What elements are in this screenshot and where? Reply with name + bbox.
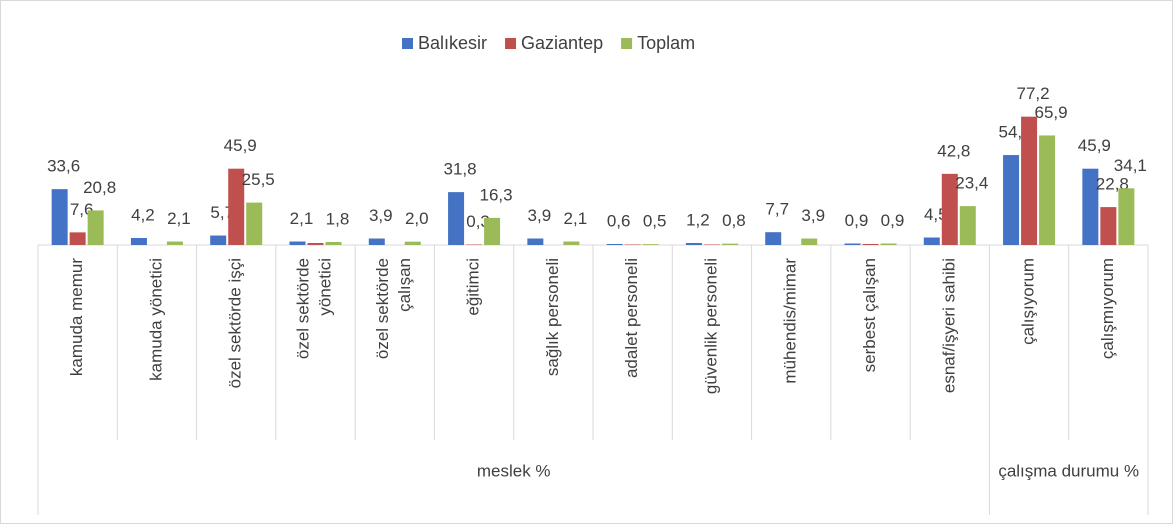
bar — [685, 243, 702, 245]
bar — [1039, 135, 1056, 245]
data-label: 23,4 — [955, 174, 988, 193]
bar — [368, 238, 385, 245]
bar — [130, 238, 147, 245]
legend-swatch — [402, 38, 413, 49]
bar — [880, 243, 897, 245]
legend-label: Toplam — [637, 33, 695, 53]
data-label: 42,8 — [937, 141, 970, 160]
bar — [844, 243, 861, 245]
bar — [862, 244, 879, 245]
data-label: 7,7 — [765, 200, 789, 219]
x-tick-label: kamuda memur — [67, 258, 86, 376]
data-label: 0,3 — [466, 212, 490, 231]
data-label: 34,1 — [1114, 156, 1147, 175]
bar — [325, 242, 342, 245]
data-label: 33,6 — [47, 157, 80, 176]
data-label: 4,5 — [924, 205, 948, 224]
data-label: 4,2 — [131, 206, 155, 225]
bar — [246, 202, 263, 245]
bar — [1021, 116, 1038, 245]
legend-swatch — [505, 38, 517, 49]
x-tick-label: özel sektörde yönetici — [294, 258, 335, 359]
legend-label: Gaziantep — [521, 33, 603, 53]
data-label: 2,1 — [564, 209, 588, 228]
x-tick-label: özel sektörde işçi — [226, 258, 245, 388]
bar — [484, 217, 501, 245]
bar — [959, 206, 976, 245]
legend-label: Balıkesir — [418, 33, 487, 53]
data-label: 3,9 — [528, 206, 552, 225]
bar — [307, 243, 324, 245]
bar — [801, 238, 818, 245]
data-label: 3,9 — [801, 206, 825, 225]
x-tick-label: adalet personeli — [622, 258, 641, 378]
group-label: meslek % — [477, 461, 551, 480]
data-label: 0,8 — [722, 211, 746, 230]
x-tick-label: çalışıyorum — [1019, 258, 1038, 345]
data-label: 25,5 — [242, 170, 275, 189]
x-tick-label: eğitimci — [464, 258, 483, 316]
x-tick-label: mühendis/mimar — [781, 258, 800, 384]
bar — [606, 244, 623, 245]
x-tick-label: çalışmıyorum — [1098, 258, 1117, 359]
bar — [289, 241, 306, 245]
bar — [166, 241, 183, 245]
x-tick-label: özel sektörde çalışan — [373, 258, 414, 359]
x-tick-label: kamuda yönetici — [146, 258, 165, 381]
bar — [228, 168, 245, 245]
data-label: 0,5 — [643, 212, 667, 231]
data-label: 31,8 — [444, 160, 477, 179]
data-label: 45,9 — [1078, 136, 1111, 155]
data-label: 1,2 — [686, 210, 710, 229]
bar — [87, 210, 104, 245]
data-label: 3,9 — [369, 206, 393, 225]
data-label: 45,9 — [224, 136, 257, 155]
bar — [563, 241, 580, 245]
data-label: 2,1 — [167, 209, 191, 228]
data-label: 7,6 — [70, 200, 94, 219]
x-tick-label: esnaf/işyeri sahibi — [939, 258, 958, 393]
x-tick-label: serbest çalışan — [860, 258, 879, 372]
data-label: 2,0 — [405, 209, 429, 228]
x-tick-label: güvenlik personeli — [701, 258, 720, 394]
data-label: 65,9 — [1035, 103, 1068, 122]
data-label: 1,8 — [326, 209, 350, 228]
bar — [448, 192, 465, 245]
bar — [69, 232, 86, 245]
data-label: 0,9 — [845, 211, 869, 230]
bar — [527, 238, 544, 245]
bar — [941, 173, 958, 245]
bar — [1100, 207, 1117, 245]
bar — [404, 241, 421, 245]
bar — [721, 243, 738, 245]
bar — [51, 189, 68, 245]
bar — [923, 237, 940, 245]
legend-swatch — [621, 38, 633, 49]
data-label: 0,6 — [607, 211, 631, 230]
group-label: çalışma durumu % — [998, 461, 1139, 480]
data-label: 0,9 — [881, 211, 905, 230]
bar — [210, 235, 227, 245]
bar — [765, 232, 782, 245]
bar — [642, 244, 659, 245]
data-label: 20,8 — [83, 178, 116, 197]
data-label: 2,1 — [290, 209, 314, 228]
bar — [1118, 188, 1135, 245]
x-tick-label: sağlık personeli — [543, 258, 562, 376]
bar — [1082, 168, 1099, 245]
data-label: 77,2 — [1017, 84, 1050, 103]
bar — [1003, 155, 1020, 245]
data-label: 5,7 — [210, 203, 234, 222]
data-label: 16,3 — [480, 185, 513, 204]
